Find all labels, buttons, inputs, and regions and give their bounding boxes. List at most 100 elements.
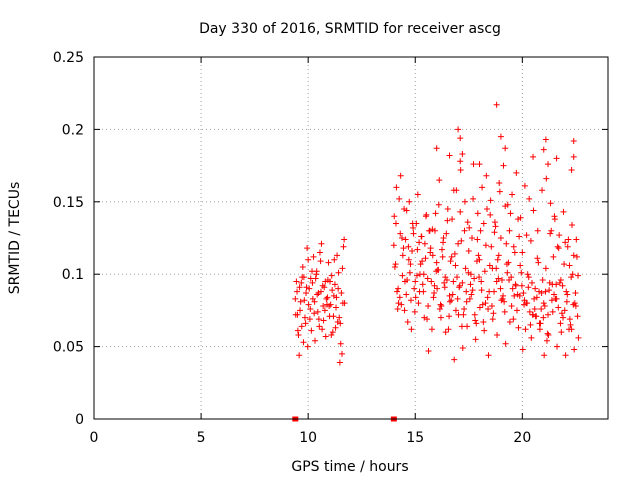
x-tick-label: 5	[197, 430, 206, 446]
data-point	[473, 320, 480, 327]
data-point	[503, 240, 510, 247]
data-point	[555, 245, 562, 252]
data-point	[553, 155, 560, 162]
data-point	[575, 272, 582, 279]
data-point	[423, 211, 430, 218]
data-point	[497, 235, 504, 241]
data-point	[302, 320, 309, 327]
data-point	[297, 298, 304, 305]
data-point	[479, 184, 486, 191]
data-point	[431, 290, 438, 297]
data-point	[494, 332, 501, 339]
data-point	[509, 285, 516, 292]
data-point	[311, 310, 318, 317]
data-point	[492, 223, 499, 230]
data-point	[486, 262, 493, 269]
data-point	[324, 294, 331, 301]
data-point	[553, 281, 560, 288]
data-point	[556, 232, 563, 239]
data-point	[446, 152, 453, 159]
data-point	[399, 272, 406, 279]
data-point	[391, 263, 398, 270]
data-point	[424, 275, 431, 282]
data-point	[562, 239, 569, 246]
data-point	[530, 207, 537, 214]
data-point	[330, 292, 337, 299]
data-point	[513, 307, 520, 314]
data-point	[310, 253, 317, 260]
data-point	[483, 206, 490, 213]
data-point	[299, 263, 306, 270]
data-point	[396, 195, 403, 202]
data-point	[295, 332, 302, 339]
data-point	[476, 274, 483, 281]
data-point	[505, 259, 512, 266]
y-axis-label: SRMTID / TECUs	[7, 182, 23, 295]
data-point	[496, 188, 503, 195]
data-point	[466, 295, 473, 302]
data-point	[411, 285, 418, 292]
data-point	[521, 182, 528, 189]
data-point	[567, 321, 574, 328]
data-point	[473, 258, 480, 265]
data-point	[306, 285, 313, 292]
data-point	[575, 334, 582, 341]
data-point	[441, 284, 448, 291]
data-point	[303, 284, 310, 291]
data-point	[564, 243, 571, 250]
data-point	[395, 285, 402, 292]
data-point	[428, 326, 435, 333]
data-point	[555, 304, 562, 311]
data-point	[569, 271, 576, 278]
data-point	[476, 256, 483, 263]
data-point	[551, 291, 558, 298]
data-point	[401, 206, 408, 213]
data-point	[471, 275, 478, 282]
y-tick-label: 0.05	[53, 340, 84, 356]
data-point	[456, 284, 463, 291]
data-point	[562, 352, 569, 359]
data-point	[467, 271, 474, 278]
data-point	[516, 233, 523, 240]
data-point	[495, 252, 502, 259]
data-point	[523, 232, 530, 239]
data-point	[525, 284, 532, 291]
data-point	[434, 285, 441, 292]
data-point	[528, 334, 535, 341]
data-point	[406, 269, 413, 276]
data-point	[466, 224, 473, 231]
data-point	[336, 359, 343, 366]
data-point	[429, 252, 436, 259]
data-point	[416, 271, 423, 278]
data-point	[335, 269, 342, 276]
data-point	[333, 294, 340, 301]
data-point	[294, 288, 301, 295]
data-point	[468, 291, 475, 298]
data-point	[437, 301, 444, 308]
data-point	[439, 253, 446, 260]
data-point	[489, 316, 496, 323]
data-point	[533, 294, 540, 301]
data-point	[411, 308, 418, 315]
data-point	[478, 287, 485, 294]
data-point	[430, 294, 437, 301]
data-point	[457, 135, 464, 142]
data-point	[463, 298, 470, 305]
data-point	[482, 242, 489, 249]
data-point	[557, 320, 564, 327]
data-point	[330, 313, 337, 320]
data-point	[570, 153, 577, 160]
data-point	[532, 313, 539, 320]
data-point	[506, 318, 513, 325]
data-point	[501, 308, 508, 315]
data-point	[561, 307, 568, 314]
data-point	[485, 352, 492, 359]
data-point	[320, 303, 327, 310]
data-point	[539, 187, 546, 194]
data-point	[448, 253, 455, 260]
data-point	[454, 295, 461, 302]
data-point	[552, 295, 559, 302]
data-point	[431, 227, 438, 234]
data-point	[442, 329, 449, 336]
data-point	[457, 158, 464, 165]
